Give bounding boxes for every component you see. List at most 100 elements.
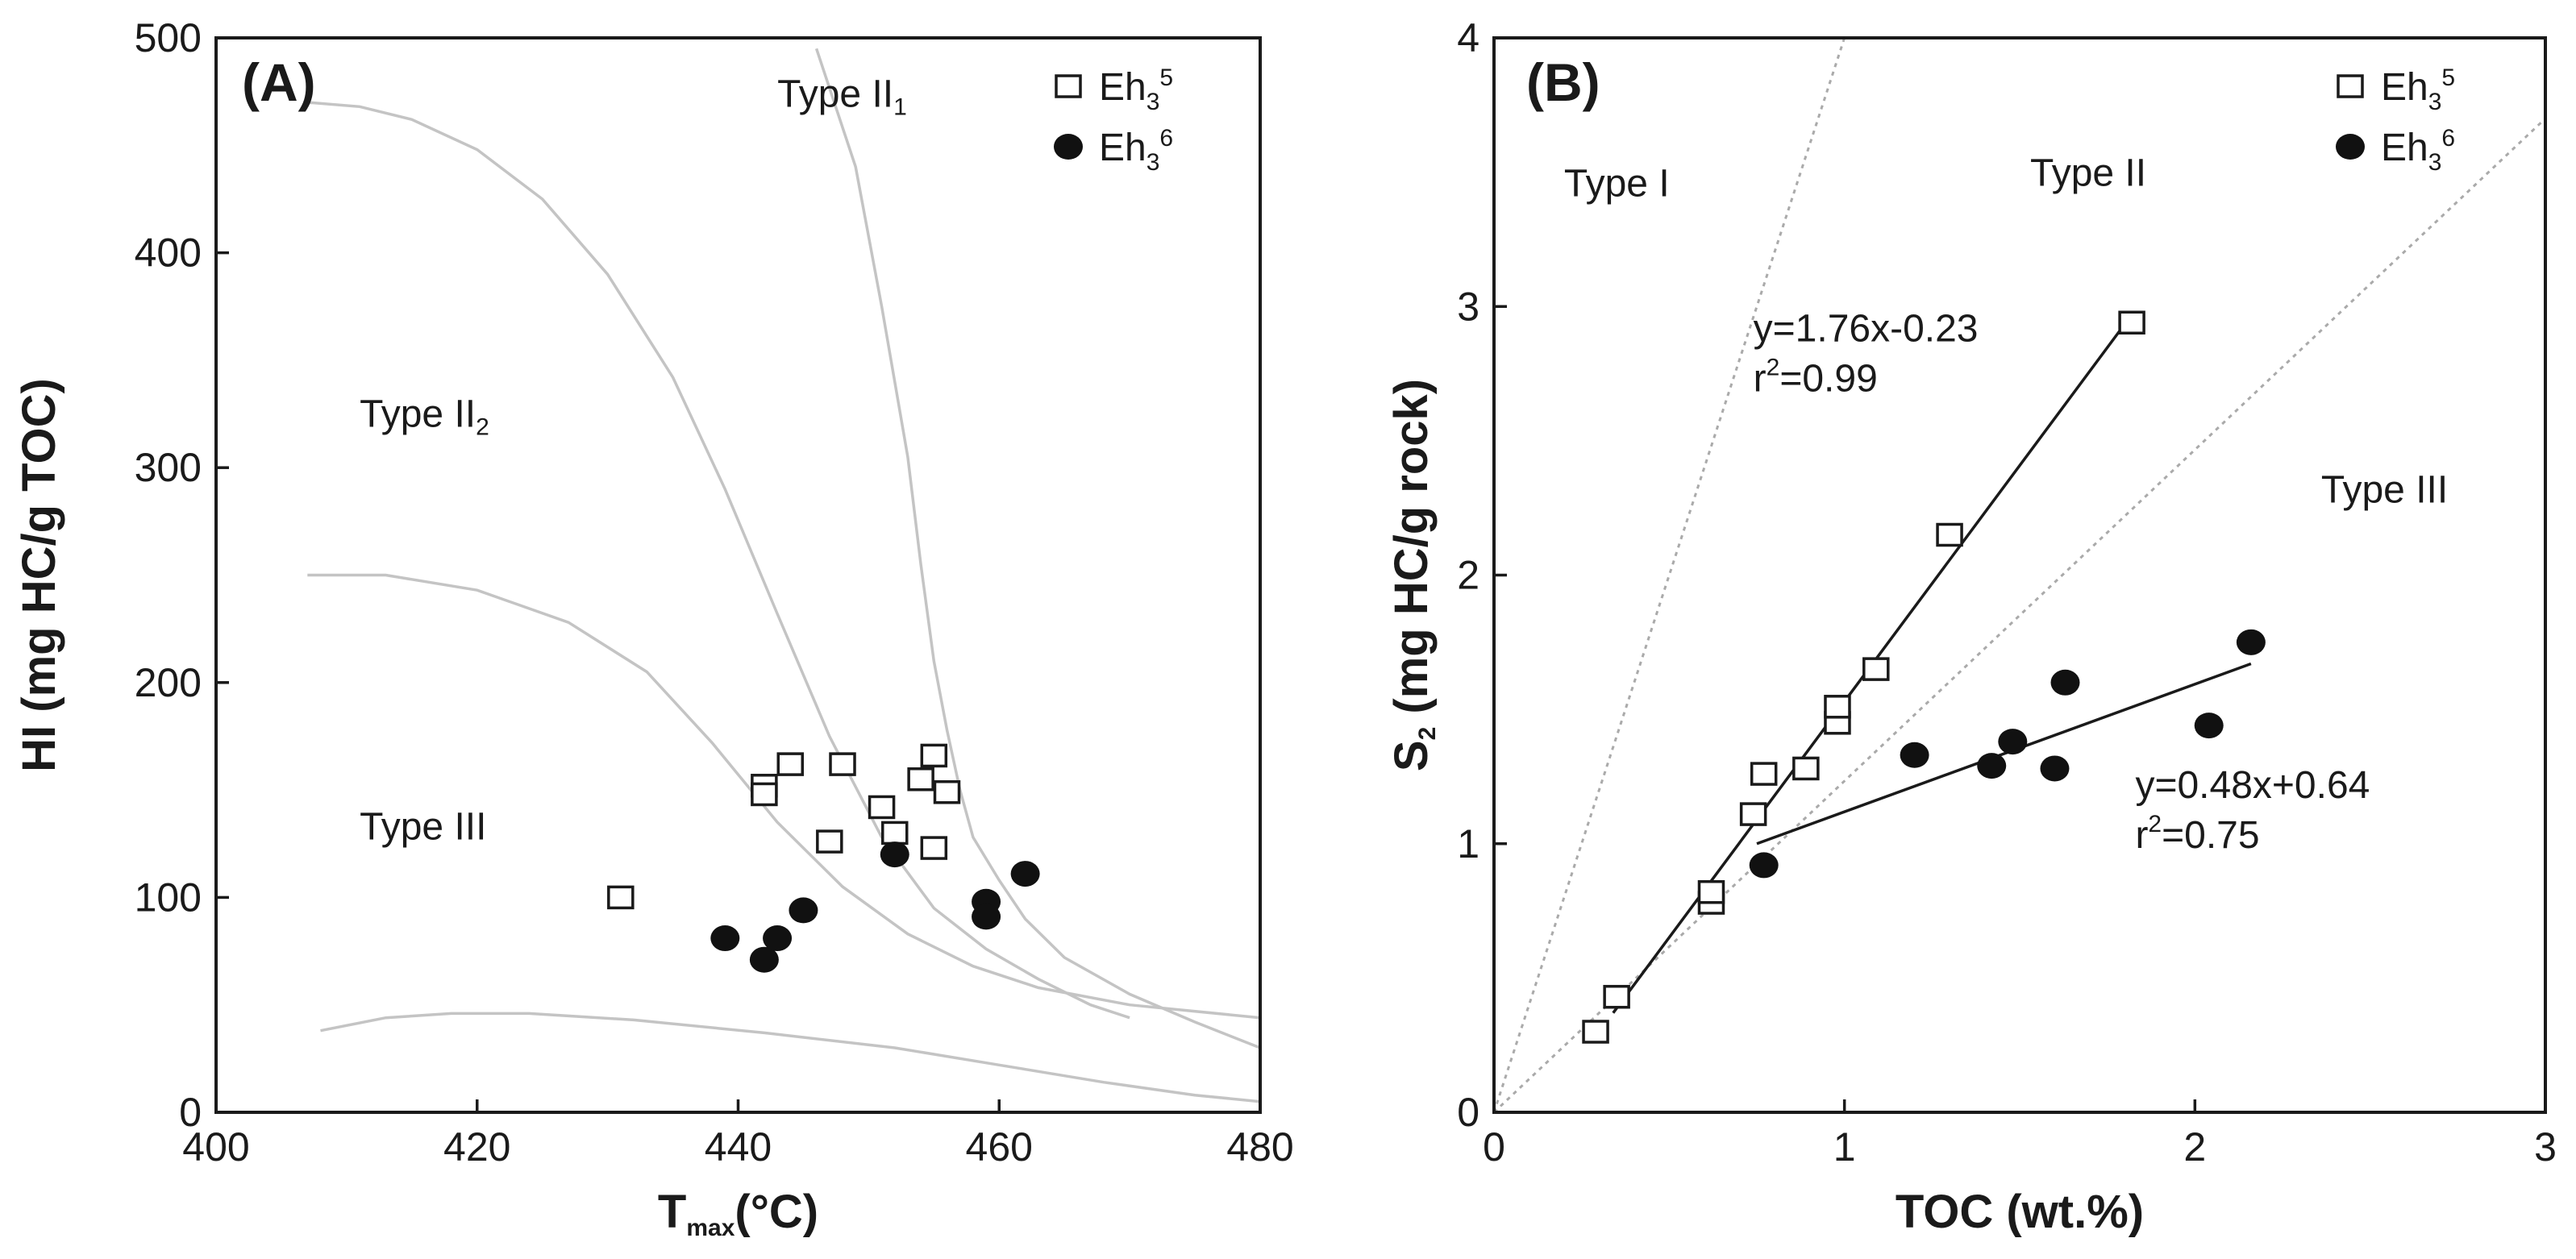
regression-r2-2: r2=0.75 [2135,811,2259,857]
kerogen-type-boundary-line-2 [1494,117,2545,1112]
kerogen-type-label: Type II [2030,152,2146,194]
region-label-text: Type I [1564,163,1670,206]
data-point-eh3-5 [920,836,948,860]
y-tick-label: 400 [135,231,202,276]
y-tick-label: 200 [135,660,202,705]
x-tick-label: 420 [443,1124,510,1170]
r2-base: r [1754,358,1767,401]
axis-title-rest: (mg HC/g rock) [1385,379,1438,727]
y-tick-label: 100 [135,875,202,920]
data-point-eh3-5 [1936,522,1963,547]
data-point-eh3-6 [2040,755,2070,782]
x-tick-label: 0 [1483,1124,1505,1170]
legend-label-subscript: 3 [2428,149,2442,176]
data-point-eh3-5 [1603,984,1630,1009]
axis-title-subscript: 2 [1414,727,1441,741]
legend-marker-circle [2336,134,2365,160]
y-tick-label: 4 [1457,15,1479,60]
region-label-text: Type II [360,393,476,436]
x-tick-label: 480 [1226,1124,1293,1170]
data-point-eh3-5 [751,782,778,807]
legend-label-superscript: 5 [2441,64,2455,91]
panel-label: (B) [1526,52,1600,112]
data-point-eh3-5 [907,767,934,792]
kerogen-boundary-curve-2 [814,48,1260,1049]
kerogen-type-label: Type III [2321,469,2448,512]
data-point-eh3-5 [1862,657,1890,681]
data-point-eh3-5 [1750,762,1778,786]
data-point-eh3-5 [1582,1020,1609,1044]
x-tick-label: 400 [182,1124,249,1170]
legend-label-base: Eh [2381,127,2428,169]
data-point-eh3-5 [920,743,948,768]
x-tick-label: 2 [2183,1124,2206,1170]
data-point-eh3-6 [2236,629,2266,655]
plot-area [307,48,1260,1103]
region-label-text: Type III [360,805,486,848]
axis-title-base: S [1385,740,1438,771]
data-point-eh3-5 [1792,756,1820,781]
y-tick-label: 300 [135,445,202,490]
data-point-eh3-6 [1749,852,1779,879]
r2-superscript: 2 [2148,811,2162,837]
legend-label-base: Eh [2381,66,2428,109]
data-point-eh3-5 [776,752,804,776]
legend-label: Eh35 [2381,64,2455,115]
data-point-eh3-6 [710,925,740,952]
y-axis-title: HI (mg HC/g TOC) [13,378,65,772]
legend-label-superscript: 6 [2441,125,2455,152]
regression-equation-2: y=0.48x+0.64 [2135,764,2370,807]
legend-label-superscript: 5 [1159,64,1173,91]
kerogen-type-label: Type III [360,805,486,848]
axis-title-subscript: max [686,1215,735,1241]
r2-value: =0.99 [1779,358,1877,401]
r2-superscript: 2 [1767,355,1780,381]
data-point-eh3-6 [789,897,818,924]
data-point-eh3-6 [1998,729,2028,755]
kerogen-boundary-curve-3 [307,573,1260,1020]
data-point-eh3-5 [933,780,961,804]
legend-label-subscript: 3 [2428,89,2442,115]
legend-marker-square [1055,74,1082,98]
panel-a-hi-tmax-chart: 400 420 440 460 480 0 100 200 300 400 500 Tmax(°C) H… [13,15,1294,1241]
x-tick-label: 460 [966,1124,1033,1170]
y-tick-label: 0 [179,1090,202,1135]
data-point-eh3-6 [749,946,779,973]
panel-label: (A) [242,52,316,112]
y-axis-title: S2 (mg HC/g rock) [1385,379,1441,771]
data-point-eh3-5 [829,752,856,776]
data-point-eh3-6 [2050,669,2080,696]
data-point-eh3-6 [880,841,909,868]
y-tick-label: 500 [135,15,202,60]
legend-label-base: Eh [1099,66,1147,109]
kerogen-type-label: Type I [1564,163,1670,206]
axis-title-base: T [658,1186,686,1238]
data-point-eh3-5 [607,885,635,910]
y-tick-label: 3 [1457,284,1479,329]
legend-label-base: Eh [1099,127,1147,169]
data-point-eh3-5 [2118,310,2145,334]
regression-equation-1: y=1.76x-0.23 [1754,308,1979,351]
legend-label: Eh36 [1099,125,1173,176]
region-label-subscript: 2 [476,414,489,441]
kerogen-type-label: Type II1 [777,73,907,120]
data-point-eh3-6 [1010,861,1040,887]
y-tick-label: 0 [1457,1090,1479,1135]
data-point-eh3-5 [816,829,843,854]
kerogen-type-boundary-line-1 [1494,38,1846,1112]
legend-label-subscript: 3 [1147,89,1160,115]
r2-base: r [2135,814,2148,857]
y-tick-label: 1 [1457,821,1479,866]
data-point-eh3-5 [1824,695,1851,719]
region-label-subscript: 1 [893,93,907,120]
legend-label: Eh35 [1099,64,1173,115]
legend-marker-circle [1054,134,1083,160]
data-point-eh3-5 [1739,802,1767,826]
data-point-eh3-5 [868,795,896,820]
data-point-eh3-6 [2194,713,2224,739]
y-tick-label: 2 [1457,553,1479,598]
legend-marker-square [2337,74,2364,98]
x-axis-title: TOC (wt.%) [1896,1186,2144,1238]
